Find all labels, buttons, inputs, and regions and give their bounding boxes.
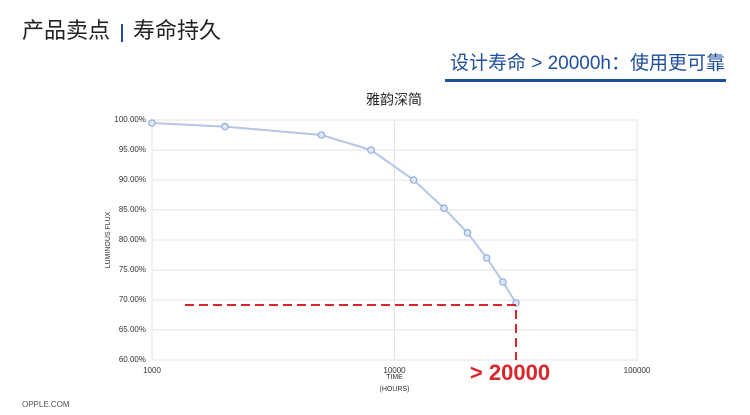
y-tick-label: 95.00% <box>119 145 146 154</box>
data-point <box>367 146 375 154</box>
tagline-underline <box>445 79 726 82</box>
data-point <box>221 122 229 131</box>
footer: OPPLE.COM <box>22 400 70 409</box>
x-tick-label: 1000 <box>143 366 161 375</box>
chart-title: 雅韵深简 <box>366 92 422 108</box>
tagline: 设计寿命 > 20000h：使用更可靠 <box>450 52 725 74</box>
y-tick-label: 80.00% <box>119 235 146 244</box>
y-tick-label: 100.00% <box>114 115 146 124</box>
data-point <box>463 229 472 237</box>
y-tick-label: 65.00% <box>119 325 146 334</box>
x-tick-label: 100000 <box>624 366 651 375</box>
y-tick-label: 90.00% <box>119 175 146 184</box>
y-tick-label: 85.00% <box>119 205 146 214</box>
data-point <box>148 119 156 127</box>
data-line <box>151 122 517 304</box>
x-tick-label: 10000 <box>383 366 406 375</box>
data-point <box>440 204 448 213</box>
y-tick-label: 70.00% <box>119 295 146 304</box>
guide-line <box>185 304 518 360</box>
data-point <box>409 176 418 184</box>
x-axis-label: TIME <box>386 374 403 381</box>
data-point <box>499 278 507 286</box>
data-point <box>482 254 491 262</box>
annotation: > 20000 <box>470 360 550 385</box>
separator <box>121 24 123 42</box>
slide-title: 产品卖点 <box>22 18 110 43</box>
slide-subtitle: 寿命持久 <box>133 18 221 43</box>
y-tick-label: 60.00% <box>119 355 146 364</box>
y-axis-label: LUMINOUS FLUX <box>105 211 112 268</box>
data-point <box>317 131 326 139</box>
x-axis-label: (HOURS) <box>380 386 410 393</box>
y-tick-label: 75.00% <box>119 265 146 274</box>
